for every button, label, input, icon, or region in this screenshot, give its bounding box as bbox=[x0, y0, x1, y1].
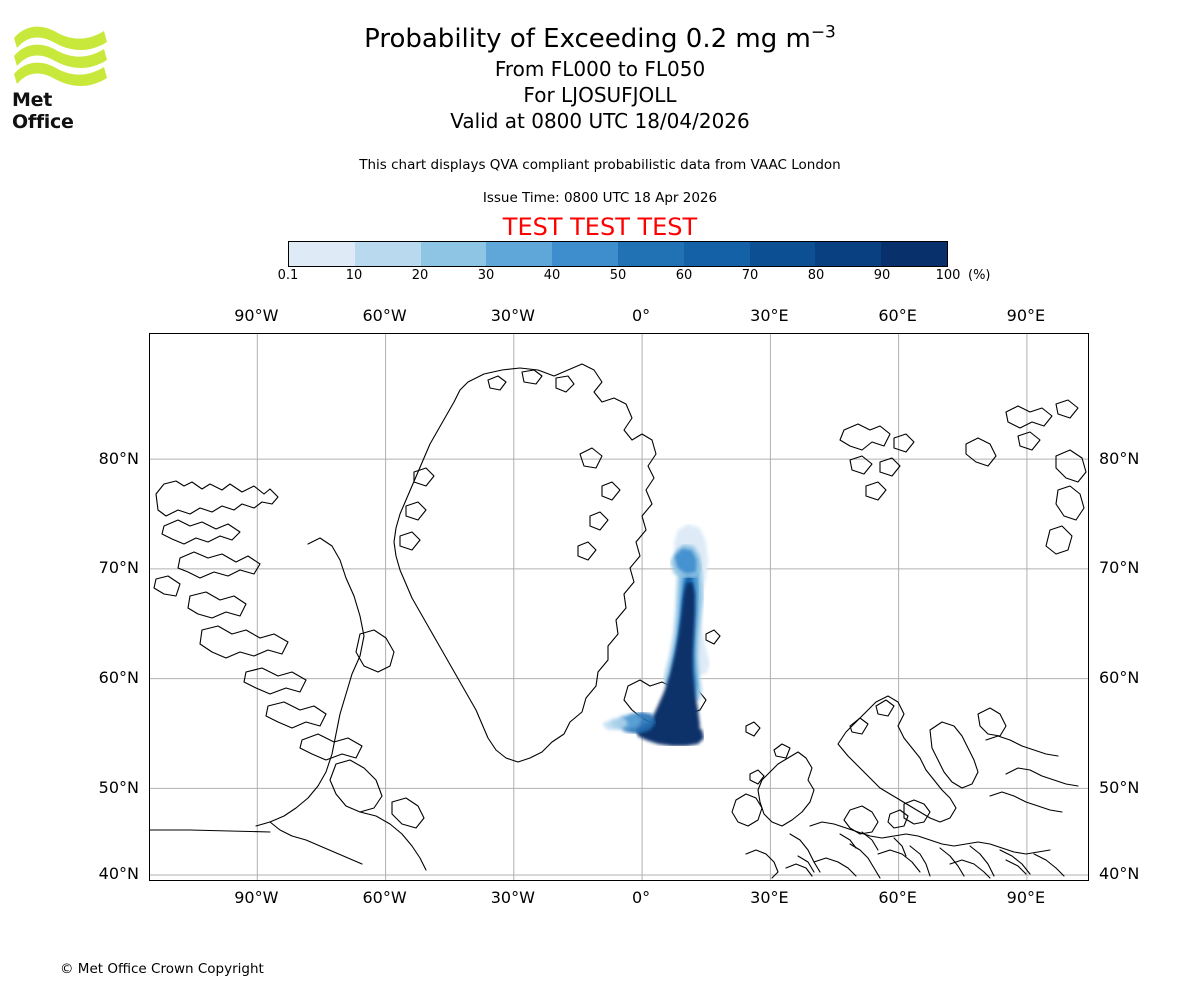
lat-label-right: 60°N bbox=[1099, 668, 1140, 687]
copyright-footer: © Met Office Crown Copyright bbox=[60, 961, 264, 977]
lat-label-right: 50°N bbox=[1099, 778, 1140, 797]
chart-title-block: Probability of Exceeding 0.2 mg m−3 From… bbox=[0, 22, 1200, 134]
colorbar-band-8 bbox=[815, 242, 882, 266]
issue-time-label: Issue Time: 0800 UTC 18 Apr 2026 bbox=[482, 190, 718, 206]
lon-label-bottom: 30°W bbox=[490, 888, 535, 907]
colorbar-tick-20: 20 bbox=[411, 268, 429, 283]
lon-label-top: 60°W bbox=[362, 306, 407, 325]
colorbar-band-7 bbox=[749, 242, 816, 266]
coastlines bbox=[150, 363, 1087, 879]
lon-label-top: 30°W bbox=[490, 306, 535, 325]
probability-colorbar: 0.1 10 20 30 40 50 60 70 80 90 100 bbox=[278, 241, 960, 283]
colorbar-band-3 bbox=[486, 242, 553, 266]
lon-label-bottom: 60°W bbox=[362, 888, 407, 907]
valid-time-subtitle: Valid at 0800 UTC 18/04/2026 bbox=[450, 109, 750, 133]
lat-label-left: 60°N bbox=[98, 668, 139, 687]
lon-label-bottom: 30°E bbox=[750, 888, 789, 907]
colorbar-bands bbox=[288, 241, 948, 267]
lat-label-left: 70°N bbox=[98, 558, 139, 577]
lat-label-right: 40°N bbox=[1099, 864, 1140, 883]
chart-description: This chart displays QVA compliant probab… bbox=[359, 157, 841, 173]
colorbar-band-4 bbox=[552, 242, 618, 266]
colorbar-band-9 bbox=[881, 242, 947, 266]
colorbar-band-2 bbox=[420, 242, 487, 266]
colorbar-tick-70: 70 bbox=[741, 268, 759, 283]
met-office-logo-text: Met Office bbox=[12, 89, 74, 133]
lat-label-right: 80°N bbox=[1099, 449, 1140, 468]
lat-label-left: 40°N bbox=[98, 864, 139, 883]
colorbar-tick-30: 30 bbox=[477, 268, 495, 283]
volcano-subtitle: For LJOSUFJOLL bbox=[523, 83, 677, 107]
colorbar-band-5 bbox=[617, 242, 684, 266]
flight-level-subtitle: From FL000 to FL050 bbox=[494, 57, 706, 81]
lon-label-top: 30°E bbox=[750, 306, 789, 325]
page-title-exponent: −3 bbox=[810, 22, 836, 43]
colorbar-tick-40: 40 bbox=[543, 268, 561, 283]
colorbar-tick-60: 60 bbox=[675, 268, 693, 283]
colorbar-tick-80: 80 bbox=[807, 268, 825, 283]
lon-label-bottom: 90°E bbox=[1006, 888, 1046, 907]
colorbar-unit-label: (%) bbox=[968, 268, 991, 283]
ash-probability-plume bbox=[602, 524, 710, 746]
colorbar-tick-50: 50 bbox=[609, 268, 627, 283]
map-gridlines bbox=[150, 334, 1088, 880]
colorbar-band-0 bbox=[289, 242, 355, 266]
colorbar-tick-100: 100 bbox=[935, 268, 961, 283]
lon-label-bottom: 0° bbox=[632, 888, 651, 907]
map-canvas bbox=[150, 334, 1088, 880]
colorbar-tick-0.1: 0.1 bbox=[277, 268, 299, 283]
lat-label-right: 70°N bbox=[1099, 558, 1140, 577]
map-plot-area bbox=[149, 333, 1089, 881]
colorbar-band-1 bbox=[354, 242, 421, 266]
colorbar-tick-90: 90 bbox=[873, 268, 891, 283]
lat-label-left: 50°N bbox=[98, 778, 139, 797]
colorbar-tick-10: 10 bbox=[345, 268, 363, 283]
lon-label-bottom: 90°W bbox=[234, 888, 279, 907]
lon-label-bottom: 60°E bbox=[878, 888, 917, 907]
lon-label-top: 0° bbox=[632, 306, 651, 325]
met-office-logo: Met Office bbox=[12, 18, 112, 133]
lat-label-left: 80°N bbox=[98, 449, 139, 468]
lon-label-top: 60°E bbox=[878, 306, 917, 325]
colorbar-band-6 bbox=[683, 242, 750, 266]
lon-label-top: 90°E bbox=[1006, 306, 1046, 325]
page-title-text: Probability of Exceeding 0.2 mg m bbox=[364, 24, 811, 54]
page-title: Probability of Exceeding 0.2 mg m−3 bbox=[0, 22, 1200, 56]
met-office-wave-icon bbox=[14, 26, 107, 87]
lon-label-top: 90°W bbox=[234, 306, 279, 325]
test-banner: TEST TEST TEST bbox=[502, 213, 698, 241]
